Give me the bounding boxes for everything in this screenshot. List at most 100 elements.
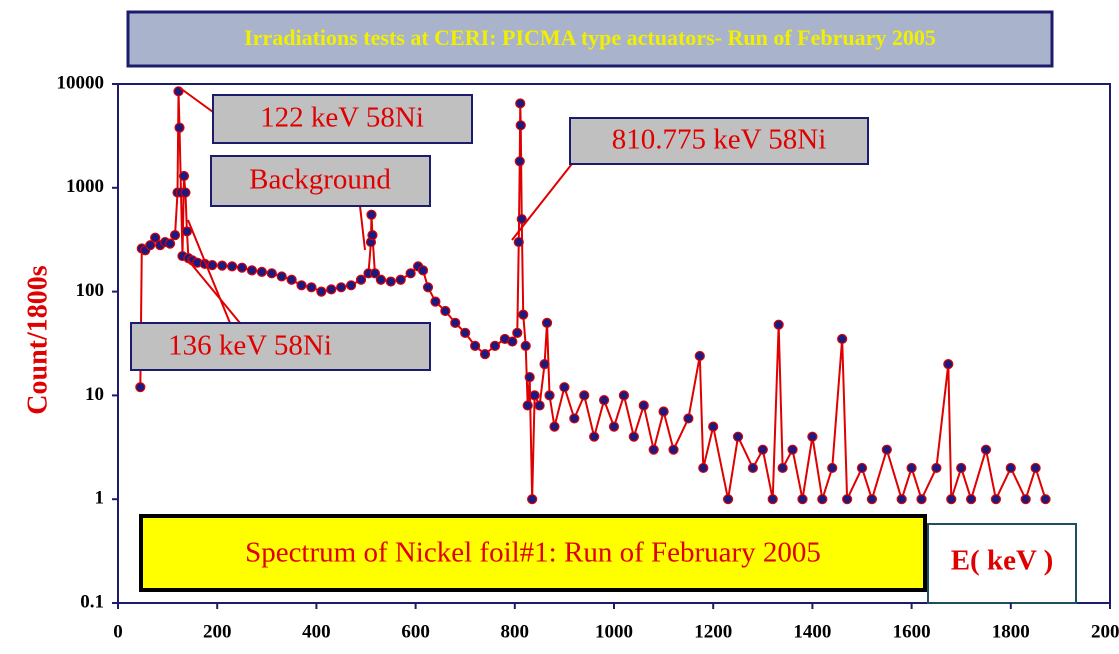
x-tick-label: 1600 (893, 621, 931, 642)
data-point (181, 226, 193, 237)
x-label-box (927, 523, 1077, 604)
data-point (514, 156, 525, 167)
data-point (773, 319, 784, 330)
data-point (638, 400, 649, 411)
data-point (174, 122, 185, 133)
data-point (479, 348, 491, 360)
chart-title: Irradiations tests at CERI: PICMA type a… (244, 25, 936, 50)
x-tick-label: 800 (501, 621, 530, 642)
annotation: 122 keV 58Ni (260, 102, 424, 134)
subtitle: Spectrum of Nickel foil#1: Run of Februa… (245, 537, 821, 569)
x-tick-label: 1800 (992, 621, 1030, 642)
data-point (598, 395, 610, 406)
data-point (150, 232, 161, 243)
data-point (797, 494, 808, 505)
data-point (943, 359, 954, 370)
data-point (164, 238, 176, 249)
data-point (226, 261, 238, 272)
x-tick-label: 200 (203, 621, 232, 642)
data-point (658, 406, 669, 417)
data-point (837, 333, 848, 345)
data-point (367, 230, 378, 241)
data-point (296, 280, 307, 291)
data-point (422, 282, 434, 293)
data-point (1020, 494, 1031, 505)
data-point (395, 274, 406, 285)
data-point (507, 336, 518, 347)
data-point (369, 268, 381, 279)
annotation-box (212, 94, 473, 144)
data-point (513, 236, 524, 248)
data-point (440, 305, 451, 317)
data-point (326, 284, 337, 295)
data-point (346, 280, 357, 291)
arrow (187, 219, 231, 324)
data-point (683, 413, 694, 424)
data-point (787, 444, 798, 455)
x-tick-label: 1200 (694, 621, 732, 642)
data-point (549, 421, 560, 432)
data-point (608, 421, 620, 432)
data-point (306, 282, 317, 293)
x-tick-label: 1400 (793, 621, 831, 642)
annotation-box (130, 322, 431, 371)
data-point (512, 327, 523, 339)
data-point (856, 462, 868, 474)
data-point (966, 494, 977, 505)
x-tick-label: 1000 (595, 621, 633, 642)
data-point (842, 494, 853, 505)
data-point (579, 390, 590, 401)
data-point (135, 382, 146, 393)
data-point (529, 390, 540, 401)
y-axis-label: Count/1800s (22, 265, 53, 414)
data-point (366, 209, 377, 220)
data-point (405, 268, 416, 279)
y-tick-label: 10000 (57, 72, 105, 93)
data-point (355, 274, 367, 285)
data-point (1040, 494, 1051, 505)
data-point (522, 400, 533, 411)
data-point (417, 265, 429, 276)
data-point (990, 494, 1002, 505)
data-point (1030, 462, 1041, 474)
data-point (430, 296, 441, 307)
y-tick-label: 0.1 (80, 591, 104, 612)
title-box (126, 10, 1054, 68)
data-point (385, 276, 396, 287)
data-point (881, 444, 892, 455)
data-point (169, 230, 181, 241)
x-tick-label: 0 (113, 621, 123, 642)
data-point (541, 317, 553, 328)
data-point (827, 462, 838, 474)
data-point (515, 120, 526, 131)
data-point (732, 431, 744, 442)
data-point (336, 282, 347, 293)
data-point (569, 413, 580, 424)
data-point (256, 266, 267, 277)
data-point (375, 274, 386, 285)
x-tick-label: 2000 (1091, 621, 1119, 642)
data-point (757, 444, 768, 455)
data-point (956, 462, 967, 474)
data-point (276, 271, 287, 282)
data-point (698, 462, 709, 474)
data-point (266, 268, 277, 279)
data-point (460, 327, 471, 339)
data-point (516, 213, 527, 225)
data-point (1005, 462, 1016, 474)
data-point (807, 431, 818, 442)
data-point (520, 340, 531, 351)
data-point (145, 240, 156, 251)
arrow (179, 87, 214, 113)
x-axis-label: E( keV ) (951, 545, 1054, 577)
data-point (544, 390, 555, 401)
data-point (906, 462, 917, 474)
data-point (817, 494, 828, 505)
arrow (187, 259, 241, 324)
data-point (217, 260, 228, 271)
arrows (179, 87, 576, 324)
annotation-box (210, 155, 431, 207)
subtitle-box (139, 514, 927, 592)
arrow (359, 205, 366, 251)
data-point (668, 444, 679, 455)
